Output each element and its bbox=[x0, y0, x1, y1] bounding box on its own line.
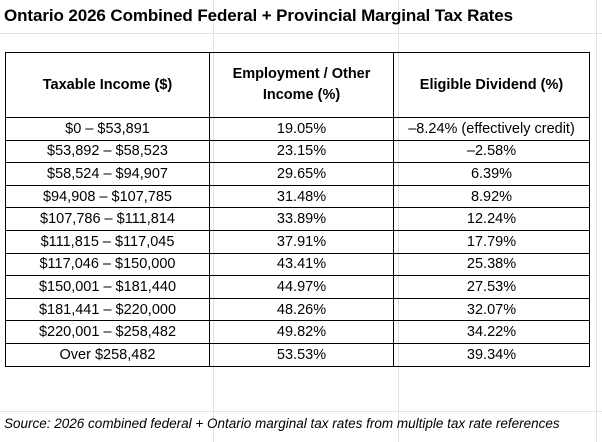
cell-taxable-income: $181,441 – $220,000 bbox=[5, 297, 210, 322]
cell-taxable-income: $0 – $53,891 bbox=[5, 117, 210, 141]
cell-taxable-income: $117,046 – $150,000 bbox=[5, 252, 210, 277]
cell-employment-rate: 49.82% bbox=[209, 320, 394, 344]
header-eligible-dividend: Eligible Dividend (%) bbox=[393, 52, 590, 118]
cell-dividend-rate: 8.92% bbox=[393, 184, 590, 209]
table-header-row: Taxable Income ($) Employment / Other In… bbox=[5, 52, 590, 118]
source-note: Source: 2026 combined federal + Ontario … bbox=[4, 416, 560, 431]
cell-dividend-rate: 34.22% bbox=[393, 320, 590, 344]
table-row: $94,908 – $107,785 31.48% 8.92% bbox=[5, 184, 590, 209]
cell-employment-rate: 44.97% bbox=[209, 275, 394, 299]
cell-dividend-rate: 39.34% bbox=[393, 342, 590, 367]
cell-dividend-rate: 17.79% bbox=[393, 229, 590, 254]
cell-employment-rate: 29.65% bbox=[209, 162, 394, 186]
cell-employment-rate: 23.15% bbox=[209, 139, 394, 164]
grid-line bbox=[0, 411, 602, 412]
cell-dividend-rate: –8.24% (effectively credit) bbox=[393, 117, 590, 141]
cell-taxable-income: $111,815 – $117,045 bbox=[5, 229, 210, 254]
table-row: $0 – $53,891 19.05% –8.24% (effectively cr… bbox=[5, 117, 590, 141]
grid-line bbox=[0, 33, 602, 34]
cell-dividend-rate: –2.58% bbox=[393, 139, 590, 164]
cell-dividend-rate: 25.38% bbox=[393, 252, 590, 277]
cell-employment-rate: 53.53% bbox=[209, 342, 394, 367]
table-row: Over $258,482 53.53% 39.34% bbox=[5, 342, 590, 367]
cell-taxable-income: $107,786 – $111,814 bbox=[5, 207, 210, 231]
table-row: $53,892 – $58,523 23.15% –2.58% bbox=[5, 139, 590, 164]
cell-dividend-rate: 12.24% bbox=[393, 207, 590, 231]
cell-employment-rate: 48.26% bbox=[209, 297, 394, 322]
header-employment-income: Employment / Other Income (%) bbox=[209, 52, 394, 118]
cell-employment-rate: 19.05% bbox=[209, 117, 394, 141]
page-title: Ontario 2026 Combined Federal + Provinci… bbox=[4, 6, 513, 25]
table-row: $220,001 – $258,482 49.82% 34.22% bbox=[5, 320, 590, 344]
cell-dividend-rate: 6.39% bbox=[393, 162, 590, 186]
cell-taxable-income: $58,524 – $94,907 bbox=[5, 162, 210, 186]
tax-rate-table: Taxable Income ($) Employment / Other In… bbox=[5, 52, 590, 367]
cell-dividend-rate: 27.53% bbox=[393, 275, 590, 299]
table-row: $107,786 – $111,814 33.89% 12.24% bbox=[5, 207, 590, 231]
table-row: $111,815 – $117,045 37.91% 17.79% bbox=[5, 229, 590, 254]
cell-taxable-income: $220,001 – $258,482 bbox=[5, 320, 210, 344]
cell-employment-rate: 43.41% bbox=[209, 252, 394, 277]
cell-employment-rate: 33.89% bbox=[209, 207, 394, 231]
table-row: $117,046 – $150,000 43.41% 25.38% bbox=[5, 252, 590, 277]
cell-employment-rate: 37.91% bbox=[209, 229, 394, 254]
cell-taxable-income: $150,001 – $181,440 bbox=[5, 275, 210, 299]
table-body: $0 – $53,891 19.05% –8.24% (effectively cr… bbox=[5, 117, 590, 367]
grid-line bbox=[596, 0, 597, 442]
table-row: $150,001 – $181,440 44.97% 27.53% bbox=[5, 275, 590, 299]
cell-taxable-income: $53,892 – $58,523 bbox=[5, 139, 210, 164]
table-row: $58,524 – $94,907 29.65% 6.39% bbox=[5, 162, 590, 186]
cell-dividend-rate: 32.07% bbox=[393, 297, 590, 322]
header-taxable-income: Taxable Income ($) bbox=[5, 52, 210, 118]
cell-taxable-income: $94,908 – $107,785 bbox=[5, 184, 210, 209]
cell-employment-rate: 31.48% bbox=[209, 184, 394, 209]
table-row: $181,441 – $220,000 48.26% 32.07% bbox=[5, 297, 590, 322]
cell-taxable-income: Over $258,482 bbox=[5, 342, 210, 367]
